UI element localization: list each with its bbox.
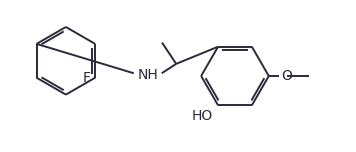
Text: F: F	[82, 71, 90, 85]
Text: HO: HO	[192, 109, 213, 123]
Text: NH: NH	[137, 68, 158, 82]
Text: O: O	[281, 69, 292, 83]
